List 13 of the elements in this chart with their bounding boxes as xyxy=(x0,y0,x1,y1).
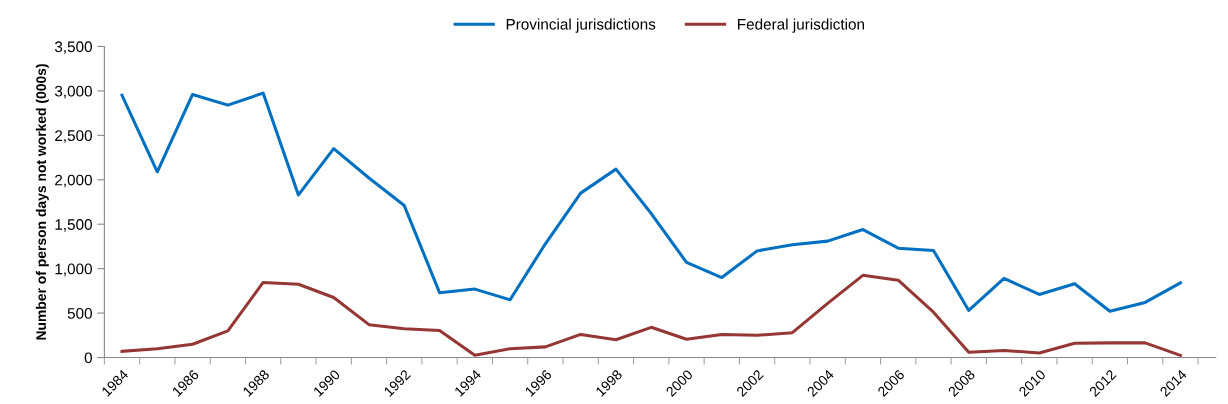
y-tick-label: 2,500 xyxy=(55,130,92,143)
line-series xyxy=(120,91,1182,313)
y-tick-label: 2,000 xyxy=(55,174,92,188)
line-series xyxy=(120,273,1182,357)
legend-label: Provincial jurisdictions xyxy=(506,18,656,33)
y-tick-label: 1,500 xyxy=(55,219,92,232)
y-tick-label: 3,000 xyxy=(54,85,92,99)
y-tick-label: 3,500 xyxy=(54,41,92,54)
y-tick-label: 1,000 xyxy=(55,263,92,277)
y-axis-title: Number of person days not worked (000s) xyxy=(35,64,49,340)
y-tick-label: 0 xyxy=(84,352,92,364)
legend-label: Federal jurisdiction xyxy=(738,18,865,33)
y-tick-label: 500 xyxy=(67,307,92,319)
